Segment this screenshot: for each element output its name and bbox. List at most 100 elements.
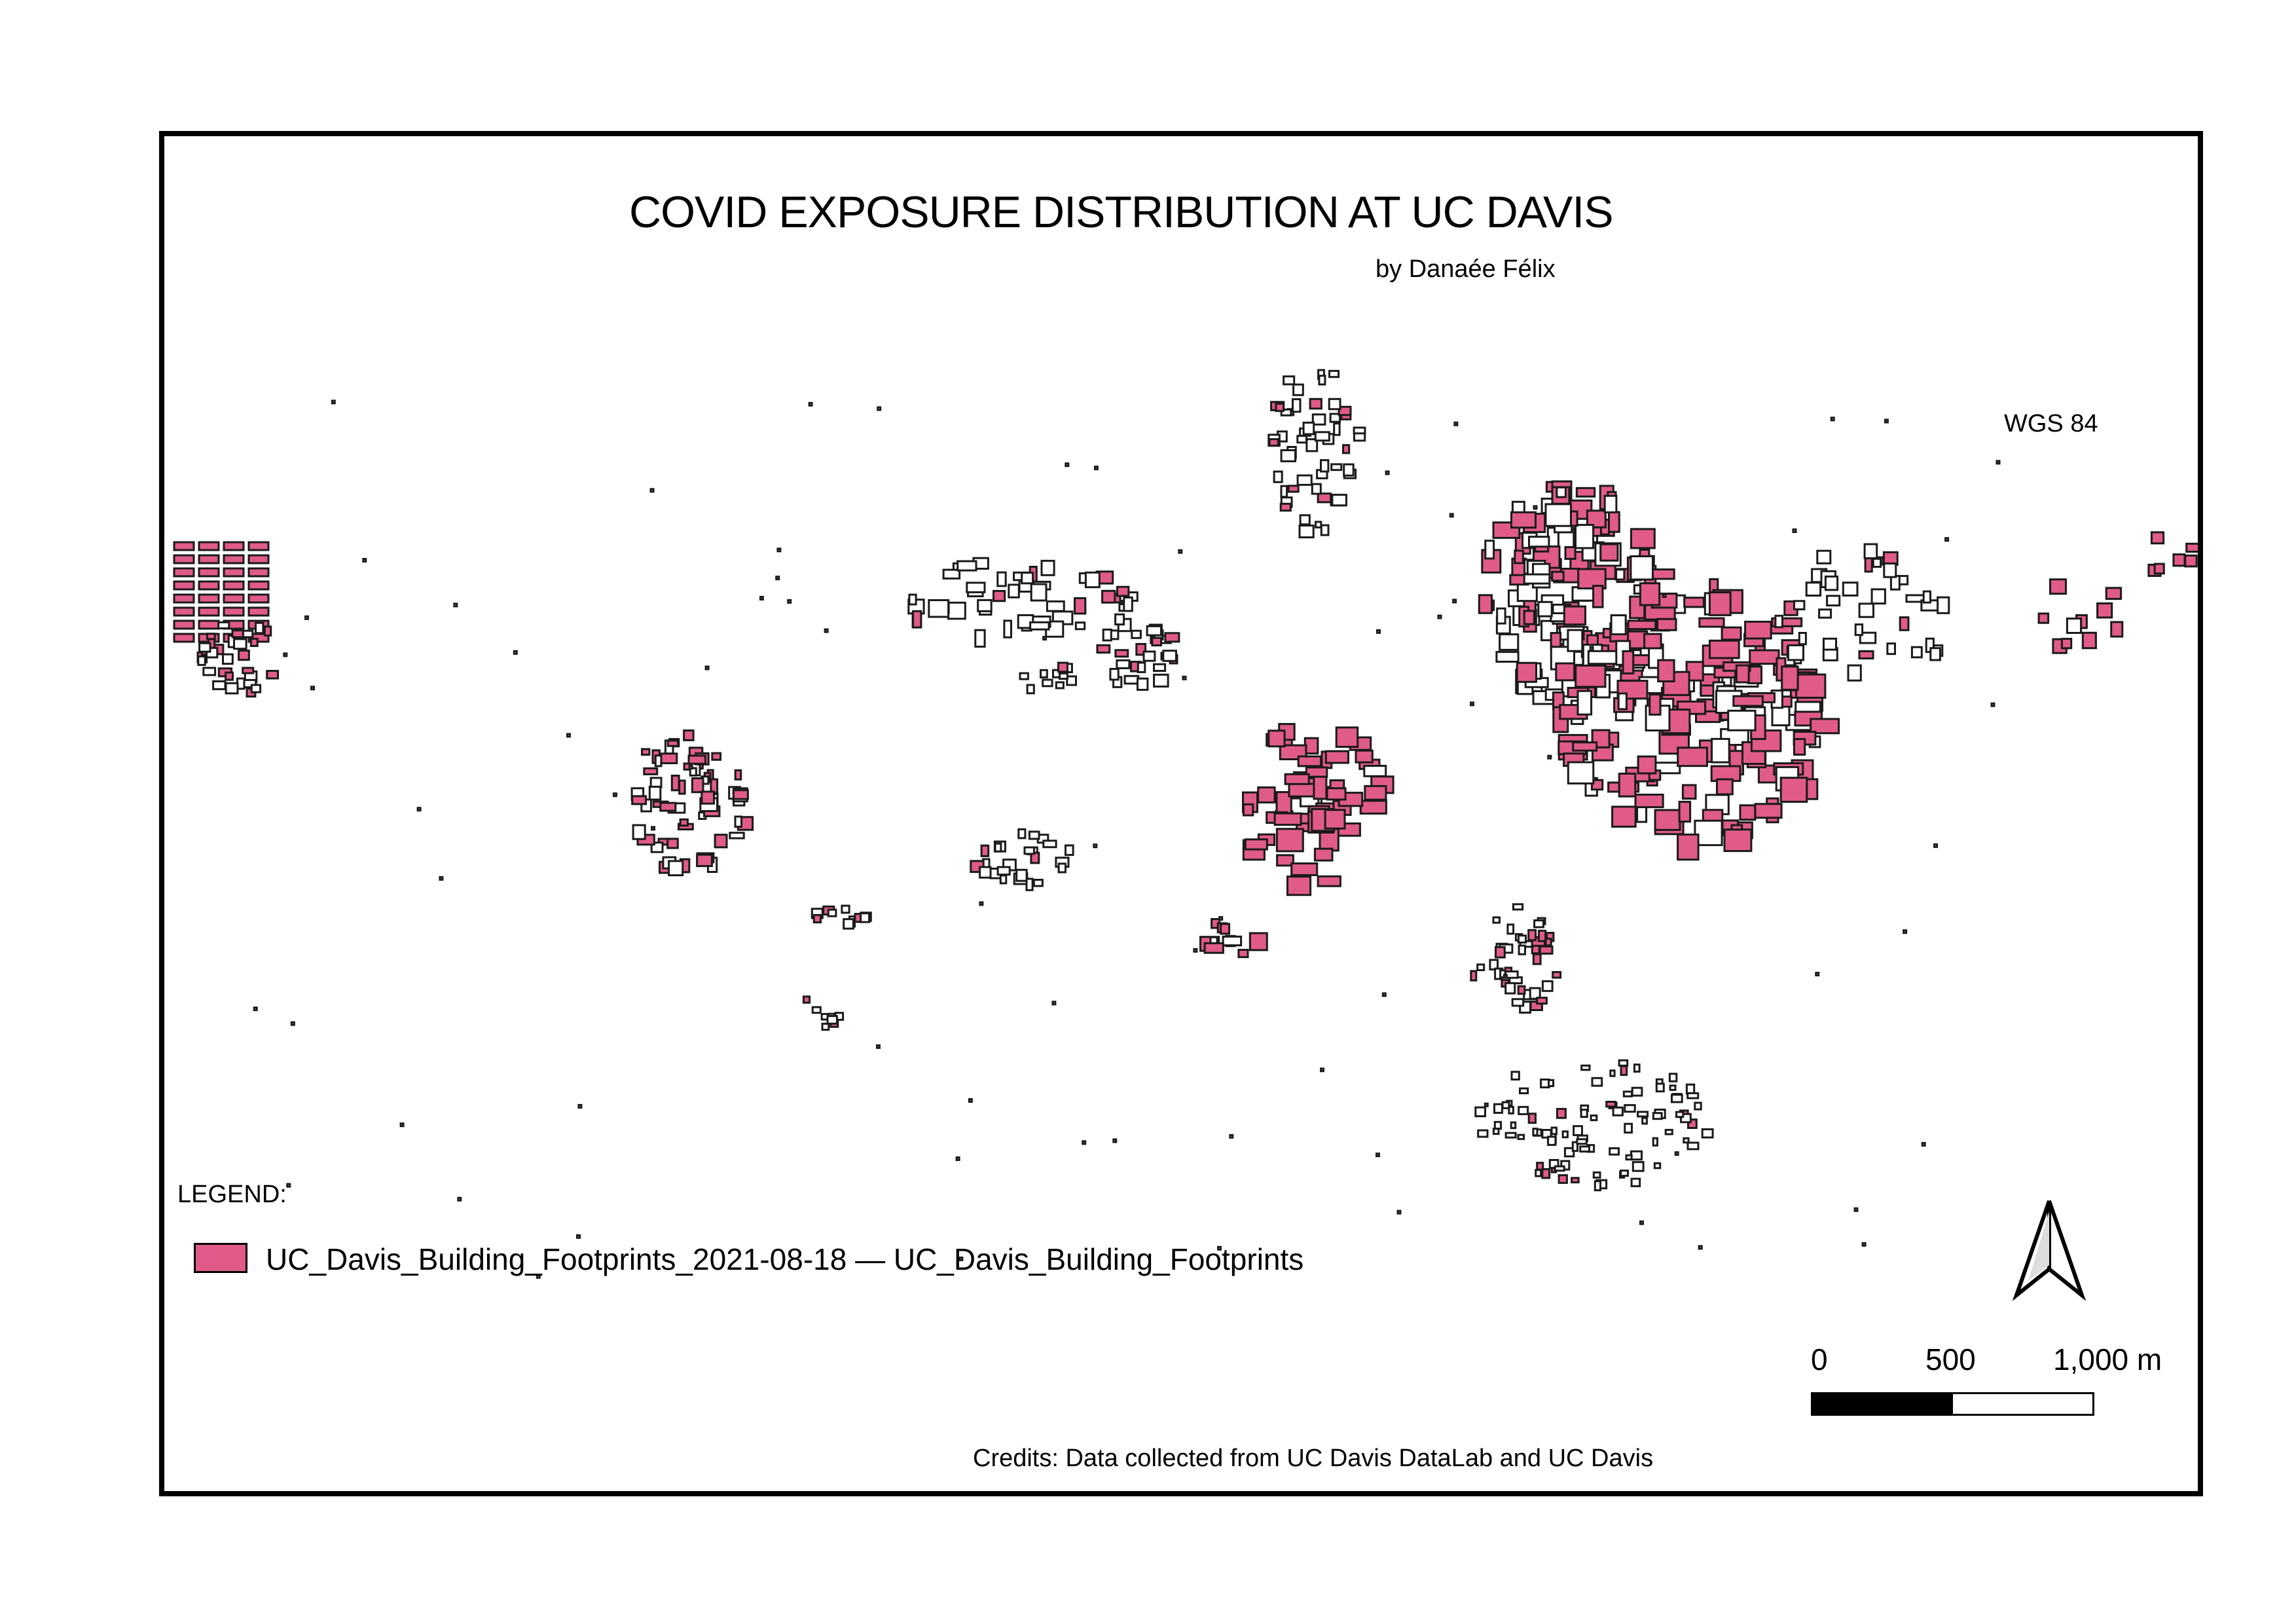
building-footprint (250, 684, 262, 693)
building-footprint (1605, 1101, 1616, 1108)
building-footprint (577, 1103, 583, 1109)
building-footprint (457, 1196, 462, 1202)
building-footprint (660, 752, 678, 764)
building-footprint (223, 580, 245, 591)
building-footprint (1151, 637, 1163, 647)
north-arrow-icon (2012, 1200, 2086, 1301)
building-footprint (173, 619, 195, 630)
building-footprint (566, 733, 571, 738)
building-footprint (826, 1015, 838, 1025)
building-footprint (691, 777, 704, 794)
building-footprint (714, 834, 728, 849)
building-footprint (1675, 1111, 1685, 1118)
building-footprint (1279, 502, 1292, 512)
building-footprint (1639, 1220, 1644, 1225)
building-footprint (1529, 987, 1541, 1000)
building-footprint (198, 642, 211, 653)
building-footprint (233, 638, 247, 650)
building-footprint (2110, 621, 2124, 638)
building-footprint (1320, 459, 1330, 473)
building-footprint (1711, 737, 1730, 764)
building-footprint (1267, 729, 1286, 748)
map-canvas[interactable] (164, 136, 2198, 1491)
building-footprint (1504, 1132, 1517, 1139)
building-footprint (1910, 646, 1923, 659)
building-footprint (1283, 375, 1296, 386)
building-footprint (1237, 949, 1249, 959)
building-footprint (286, 1183, 291, 1188)
building-footprint (1631, 1161, 1645, 1172)
building-footprint (1618, 1059, 1629, 1067)
building-footprint (1732, 695, 1764, 707)
building-footprint (1861, 1242, 1867, 1247)
building-footprint (1637, 755, 1657, 775)
building-footprint (1476, 963, 1485, 972)
building-footprint (1683, 1137, 1690, 1144)
building-footprint (1102, 628, 1112, 642)
building-footprint (173, 541, 195, 551)
building-footprint (399, 1122, 405, 1128)
building-footprint (1051, 1001, 1057, 1006)
building-footprint (1074, 597, 1087, 615)
building-footprint (1532, 953, 1542, 965)
building-footprint (1678, 800, 1692, 823)
building-footprint (659, 802, 677, 812)
building-footprint (1723, 828, 1753, 853)
building-footprint (283, 652, 288, 657)
map-title: COVID EXPOSURE DISTRIBUTION AT UC DAVIS (629, 187, 1614, 237)
building-footprint (1313, 775, 1328, 800)
building-footprint (1830, 416, 1835, 422)
building-footprint (1677, 747, 1708, 767)
building-footprint (1153, 673, 1169, 688)
building-footprints-layer (173, 369, 2198, 1279)
building-footprint (734, 815, 742, 828)
building-footprint (1017, 828, 1027, 840)
building-footprint (1662, 671, 1690, 696)
building-footprint (1296, 474, 1313, 486)
building-footprint (1299, 514, 1311, 526)
building-footprint (1694, 1101, 1702, 1111)
building-footprint (1653, 1162, 1662, 1170)
building-footprint (1329, 413, 1341, 423)
building-footprint (1114, 613, 1125, 626)
building-footprint (1359, 800, 1387, 815)
building-footprint (1708, 591, 1732, 616)
building-footprint (1178, 549, 1183, 554)
building-footprint (1551, 570, 1565, 582)
building-footprint (1298, 525, 1315, 539)
building-footprint (1656, 618, 1677, 631)
building-footprint (1495, 651, 1520, 663)
building-footprint (1532, 1128, 1539, 1137)
building-footprint (958, 1256, 964, 1261)
building-footprint (1739, 804, 1757, 821)
building-footprint (1040, 669, 1048, 678)
building-footprint (1311, 483, 1322, 495)
building-footprint (1686, 1092, 1700, 1099)
building-footprint (729, 832, 745, 840)
building-footprint (453, 602, 458, 608)
building-footprint (1823, 637, 1837, 651)
building-footprint (1314, 431, 1330, 442)
building-footprint (1292, 383, 1304, 396)
building-footprint (1396, 1209, 1402, 1215)
building-footprint (198, 541, 220, 551)
building-footprint (1662, 593, 1667, 599)
building-footprint (1040, 559, 1055, 576)
building-footprint (304, 615, 309, 620)
building-footprint (999, 874, 1008, 885)
building-footprint (1590, 1115, 1598, 1122)
building-footprint (1328, 369, 1340, 378)
building-footprint (1499, 633, 1520, 651)
building-footprint (1385, 470, 1390, 475)
building-footprint (1268, 438, 1279, 447)
building-footprint (1826, 595, 1841, 607)
building-footprint (612, 792, 617, 798)
building-footprint (643, 767, 659, 775)
building-footprint (1754, 803, 1783, 819)
building-footprint (824, 628, 829, 633)
building-footprint (1527, 929, 1537, 942)
building-footprint (1674, 1151, 1679, 1156)
building-footprint (1503, 974, 1508, 979)
building-footprint (666, 739, 680, 747)
building-footprint (648, 785, 662, 801)
